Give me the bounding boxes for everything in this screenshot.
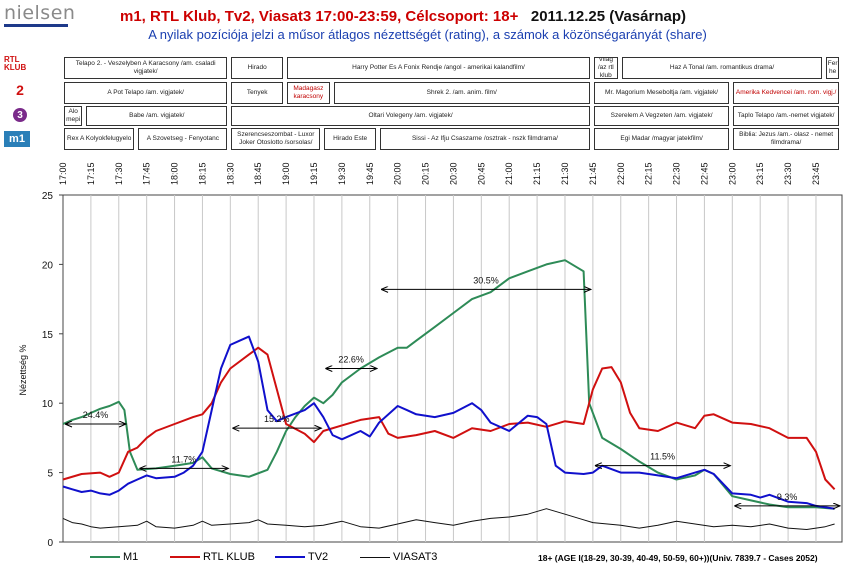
x-tick-label: 17:45 <box>142 162 152 185</box>
x-tick-label: 20:30 <box>448 162 458 185</box>
program-box-tv2-2: Madagasz karacsony <box>287 82 330 104</box>
program-box-viasat3-1: Babe /am. vigjatek/ <box>86 106 228 126</box>
program-box-m1-2: Szerencseszombat - Luxor Joker Otoslotto… <box>231 128 321 150</box>
x-tick-label: 18:15 <box>197 162 207 185</box>
viasat3-icon-text: 3 <box>13 108 27 122</box>
share-label-3: 22.6% <box>338 355 364 365</box>
y-tick-label: 5 <box>47 469 53 480</box>
y-tick-label: 10 <box>42 399 54 410</box>
x-tick-label: 19:30 <box>337 162 347 185</box>
program-box-tv2-3: Shrek 2. /am. anim. film/ <box>333 82 590 104</box>
x-tick-label: 17:15 <box>86 162 96 185</box>
legend-swatch-viasat3 <box>360 556 390 558</box>
plot-frame <box>62 194 843 543</box>
x-tick-label: 22:30 <box>672 162 682 185</box>
program-box-tv2-4: Mr. Magorium Meseboltja /am. vigjatek/ <box>593 82 730 104</box>
logo-underline <box>4 24 68 27</box>
x-tick-label: 21:00 <box>504 162 514 185</box>
x-tick-label: 23:15 <box>755 162 765 185</box>
chart-subtitle: A nyilak pozíciója jelzi a műsor átlagos… <box>148 27 707 42</box>
program-box-m1-0: Rex A Kolyokfelugyelo <box>64 128 135 150</box>
series-line-viasat3 <box>62 508 835 530</box>
program-box-viasat3-4: Taplo Telapo /am.-nemet vigjatek/ <box>733 106 839 126</box>
share-label-6: 9.3% <box>777 492 798 502</box>
legend-label-viasat3: VIASAT3 <box>393 551 438 563</box>
program-box-tv2-1: Tenyek <box>231 82 284 104</box>
share-label-2: 15.2% <box>264 414 290 424</box>
program-box-rtl-4: Haz A Tonal /am. romantikus drama/ <box>621 57 823 79</box>
viasat3-icon: 3 <box>4 107 36 123</box>
tv2-icon-text: 2 <box>16 82 24 98</box>
program-box-m1-3: Hirado Este <box>324 128 377 150</box>
x-tick-label: 23:00 <box>727 162 737 185</box>
program-box-m1-6: Biblia: Jezus /am.- olasz - nemet filmdr… <box>733 128 839 150</box>
legend-item-m1: M1 <box>90 551 138 563</box>
program-box-rtl-2: Harry Potter Es A Fonix Rendje /angol - … <box>287 57 590 79</box>
legend-item-tv2: TV2 <box>275 551 328 563</box>
x-tick-label: 20:45 <box>476 162 486 185</box>
x-tick-label: 21:30 <box>560 162 570 185</box>
program-box-tv2-5: Amerika Kedvencei /am. rom. vigj./ <box>733 82 839 104</box>
x-tick-label: 22:00 <box>616 162 626 185</box>
y-tick-label: 15 <box>42 330 54 341</box>
x-tick-label: 23:45 <box>811 162 821 185</box>
x-tick-label: 18:45 <box>253 162 263 185</box>
share-label-5: 11.5% <box>650 452 675 462</box>
y-tick-label: 20 <box>42 260 54 271</box>
x-tick-label: 20:15 <box>421 162 431 185</box>
chart-title: m1, RTL Klub, Tv2, Viasat3 17:00-23:59, … <box>120 8 686 25</box>
legend-item-rtl: RTL KLUB <box>170 551 255 563</box>
legend-swatch-m1 <box>90 556 120 558</box>
x-tick-label: 18:30 <box>225 162 235 185</box>
x-tick-label: 17:30 <box>114 162 124 185</box>
program-box-rtl-0: Telapo 2. - Veszelyben A Karacsony /am. … <box>64 57 228 79</box>
x-tick-label: 22:15 <box>644 162 654 185</box>
program-box-viasat3-2: Oltari Volegeny /am. vigjatek/ <box>231 106 590 126</box>
y-axis-label: Nézettség % <box>18 344 28 395</box>
title-date: 2011.12.25 (Vasárnap) <box>530 8 686 25</box>
series-line-tv2 <box>62 335 835 510</box>
audience-footnote: 18+ (AGE I(18-29, 30-39, 40-49, 50-59, 6… <box>538 553 818 563</box>
x-tick-label: 19:45 <box>365 162 375 185</box>
program-box-m1-5: Egi Madar /magyar jatekfilm/ <box>593 128 730 150</box>
legend-label-m1: M1 <box>123 551 139 563</box>
legend-swatch-rtl <box>170 556 200 558</box>
x-tick-label: 19:15 <box>309 162 319 185</box>
program-box-rtl-3: Valo Vilag /az rtl klub valosag <box>593 57 618 79</box>
series-line-m1 <box>62 259 835 510</box>
share-label-4: 30.5% <box>473 275 499 285</box>
program-box-viasat3-3: Szerelem A Vegzeten /am. vigjatek/ <box>593 106 730 126</box>
legend-label-rtl: RTL KLUB <box>203 551 255 563</box>
y-tick-label: 0 <box>47 538 53 549</box>
legend-item-viasat3: VIASAT3 <box>360 551 437 563</box>
y-tick-label: 25 <box>42 191 54 202</box>
title-channels: m1, RTL Klub, Tv2, Viasat3 17:00-23:59, … <box>120 8 519 25</box>
program-box-viasat3-0: Alo mepi <box>64 106 83 126</box>
series-line-rtl-klub <box>62 346 836 490</box>
m1-icon: m1 <box>4 131 30 147</box>
program-box-rtl-1: Hirado <box>231 57 284 79</box>
program-box-tv2-0: A Pot Telapo /am. vigjatek/ <box>64 82 228 104</box>
share-label-0: 24.4% <box>83 410 109 420</box>
m1-icon-text: m1 <box>9 133 25 145</box>
x-tick-label: 20:00 <box>393 162 403 185</box>
program-box-m1-4: Sissi - Az Ifju Csaszarne /osztrak - nsz… <box>380 128 590 150</box>
program-box-m1-1: A Szovetseg - Fenyotanc <box>138 128 228 150</box>
x-tick-label: 22:45 <box>699 162 709 185</box>
x-tick-label: 23:30 <box>783 162 793 185</box>
rtl-klub-icon: RTL KLUB <box>4 56 36 72</box>
x-tick-label: 19:00 <box>281 162 291 185</box>
x-tick-label: 18:00 <box>170 162 180 185</box>
tv2-icon: 2 <box>4 82 36 98</box>
legend-swatch-tv2 <box>275 556 305 558</box>
x-tick-label: 17:00 <box>58 162 68 185</box>
nielsen-logo: nielsen <box>4 2 76 24</box>
program-box-rtl-5: Fer he <box>826 57 839 79</box>
x-tick-label: 21:15 <box>532 162 542 185</box>
x-tick-label: 21:45 <box>588 162 598 185</box>
legend-label-tv2: TV2 <box>308 551 329 563</box>
share-label-1: 11.7% <box>171 454 196 464</box>
rtl-icon-text: RTL KLUB <box>4 55 27 72</box>
